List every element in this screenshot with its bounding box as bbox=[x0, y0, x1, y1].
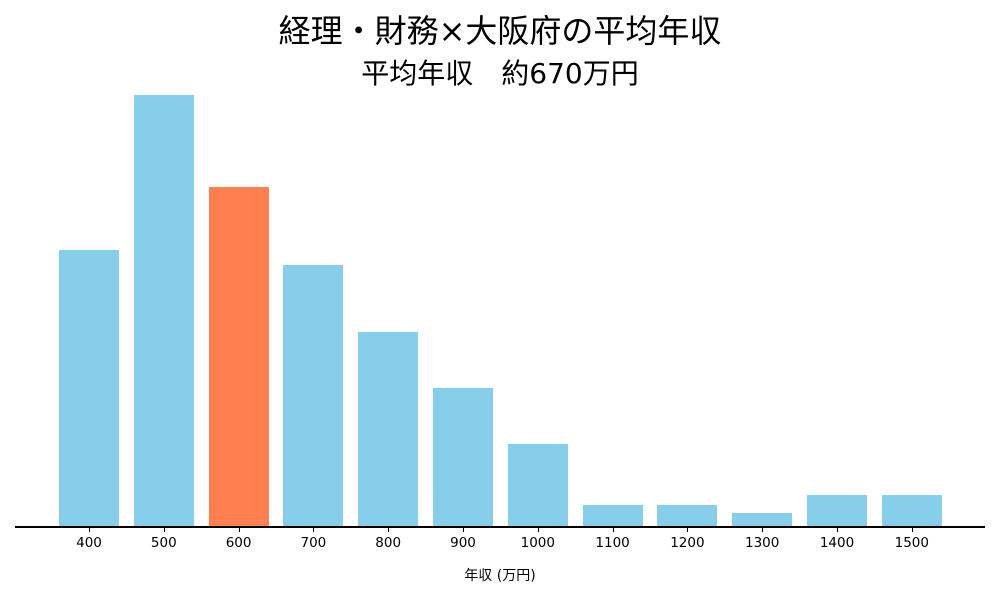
x-tick-label: 1100 bbox=[595, 535, 630, 551]
x-tick bbox=[762, 527, 764, 532]
x-tick-label: 1400 bbox=[819, 535, 855, 551]
x-axis-label: 年収 (万円) bbox=[464, 568, 536, 584]
bar-1100 bbox=[582, 505, 643, 527]
x-tick-label: 900 bbox=[450, 535, 476, 551]
x-tick-label: 1200 bbox=[670, 535, 705, 551]
bar-1000 bbox=[507, 444, 568, 527]
chart-title: 経理・財務×大阪府の平均年収 bbox=[278, 12, 722, 50]
x-tick bbox=[89, 527, 90, 532]
x-tick-label: 800 bbox=[375, 535, 402, 551]
x-tick bbox=[837, 527, 838, 532]
bar-500 bbox=[133, 95, 194, 527]
bar-700 bbox=[283, 265, 344, 527]
bar-1200 bbox=[657, 505, 718, 527]
x-tick bbox=[911, 527, 913, 532]
x-tick bbox=[238, 527, 240, 532]
bar-400 bbox=[59, 250, 119, 527]
x-axis-line bbox=[15, 526, 985, 528]
x-tick bbox=[537, 527, 539, 532]
x-tick-label: 700 bbox=[300, 535, 327, 551]
chart-subtitle: 平均年収 約670万円 bbox=[361, 57, 639, 90]
bar-800 bbox=[358, 332, 419, 527]
x-tick bbox=[463, 527, 464, 532]
bar-1400 bbox=[807, 495, 867, 527]
x-tick bbox=[388, 527, 390, 532]
x-tick-label: 500 bbox=[150, 535, 177, 551]
x-tick bbox=[313, 527, 315, 532]
x-tick bbox=[687, 527, 689, 532]
x-tick-label: 1500 bbox=[894, 535, 929, 551]
plot-area bbox=[15, 80, 985, 527]
x-tick-label: 1300 bbox=[745, 535, 780, 551]
bar-900 bbox=[433, 388, 493, 527]
x-tick bbox=[163, 527, 165, 532]
bar-1500 bbox=[881, 495, 942, 527]
bar-1300 bbox=[732, 513, 793, 527]
x-tick-label: 600 bbox=[225, 535, 252, 551]
x-tick bbox=[612, 527, 614, 532]
x-tick-label: 400 bbox=[76, 535, 102, 551]
x-tick-label: 1000 bbox=[520, 535, 555, 551]
bar-600 bbox=[208, 187, 269, 527]
